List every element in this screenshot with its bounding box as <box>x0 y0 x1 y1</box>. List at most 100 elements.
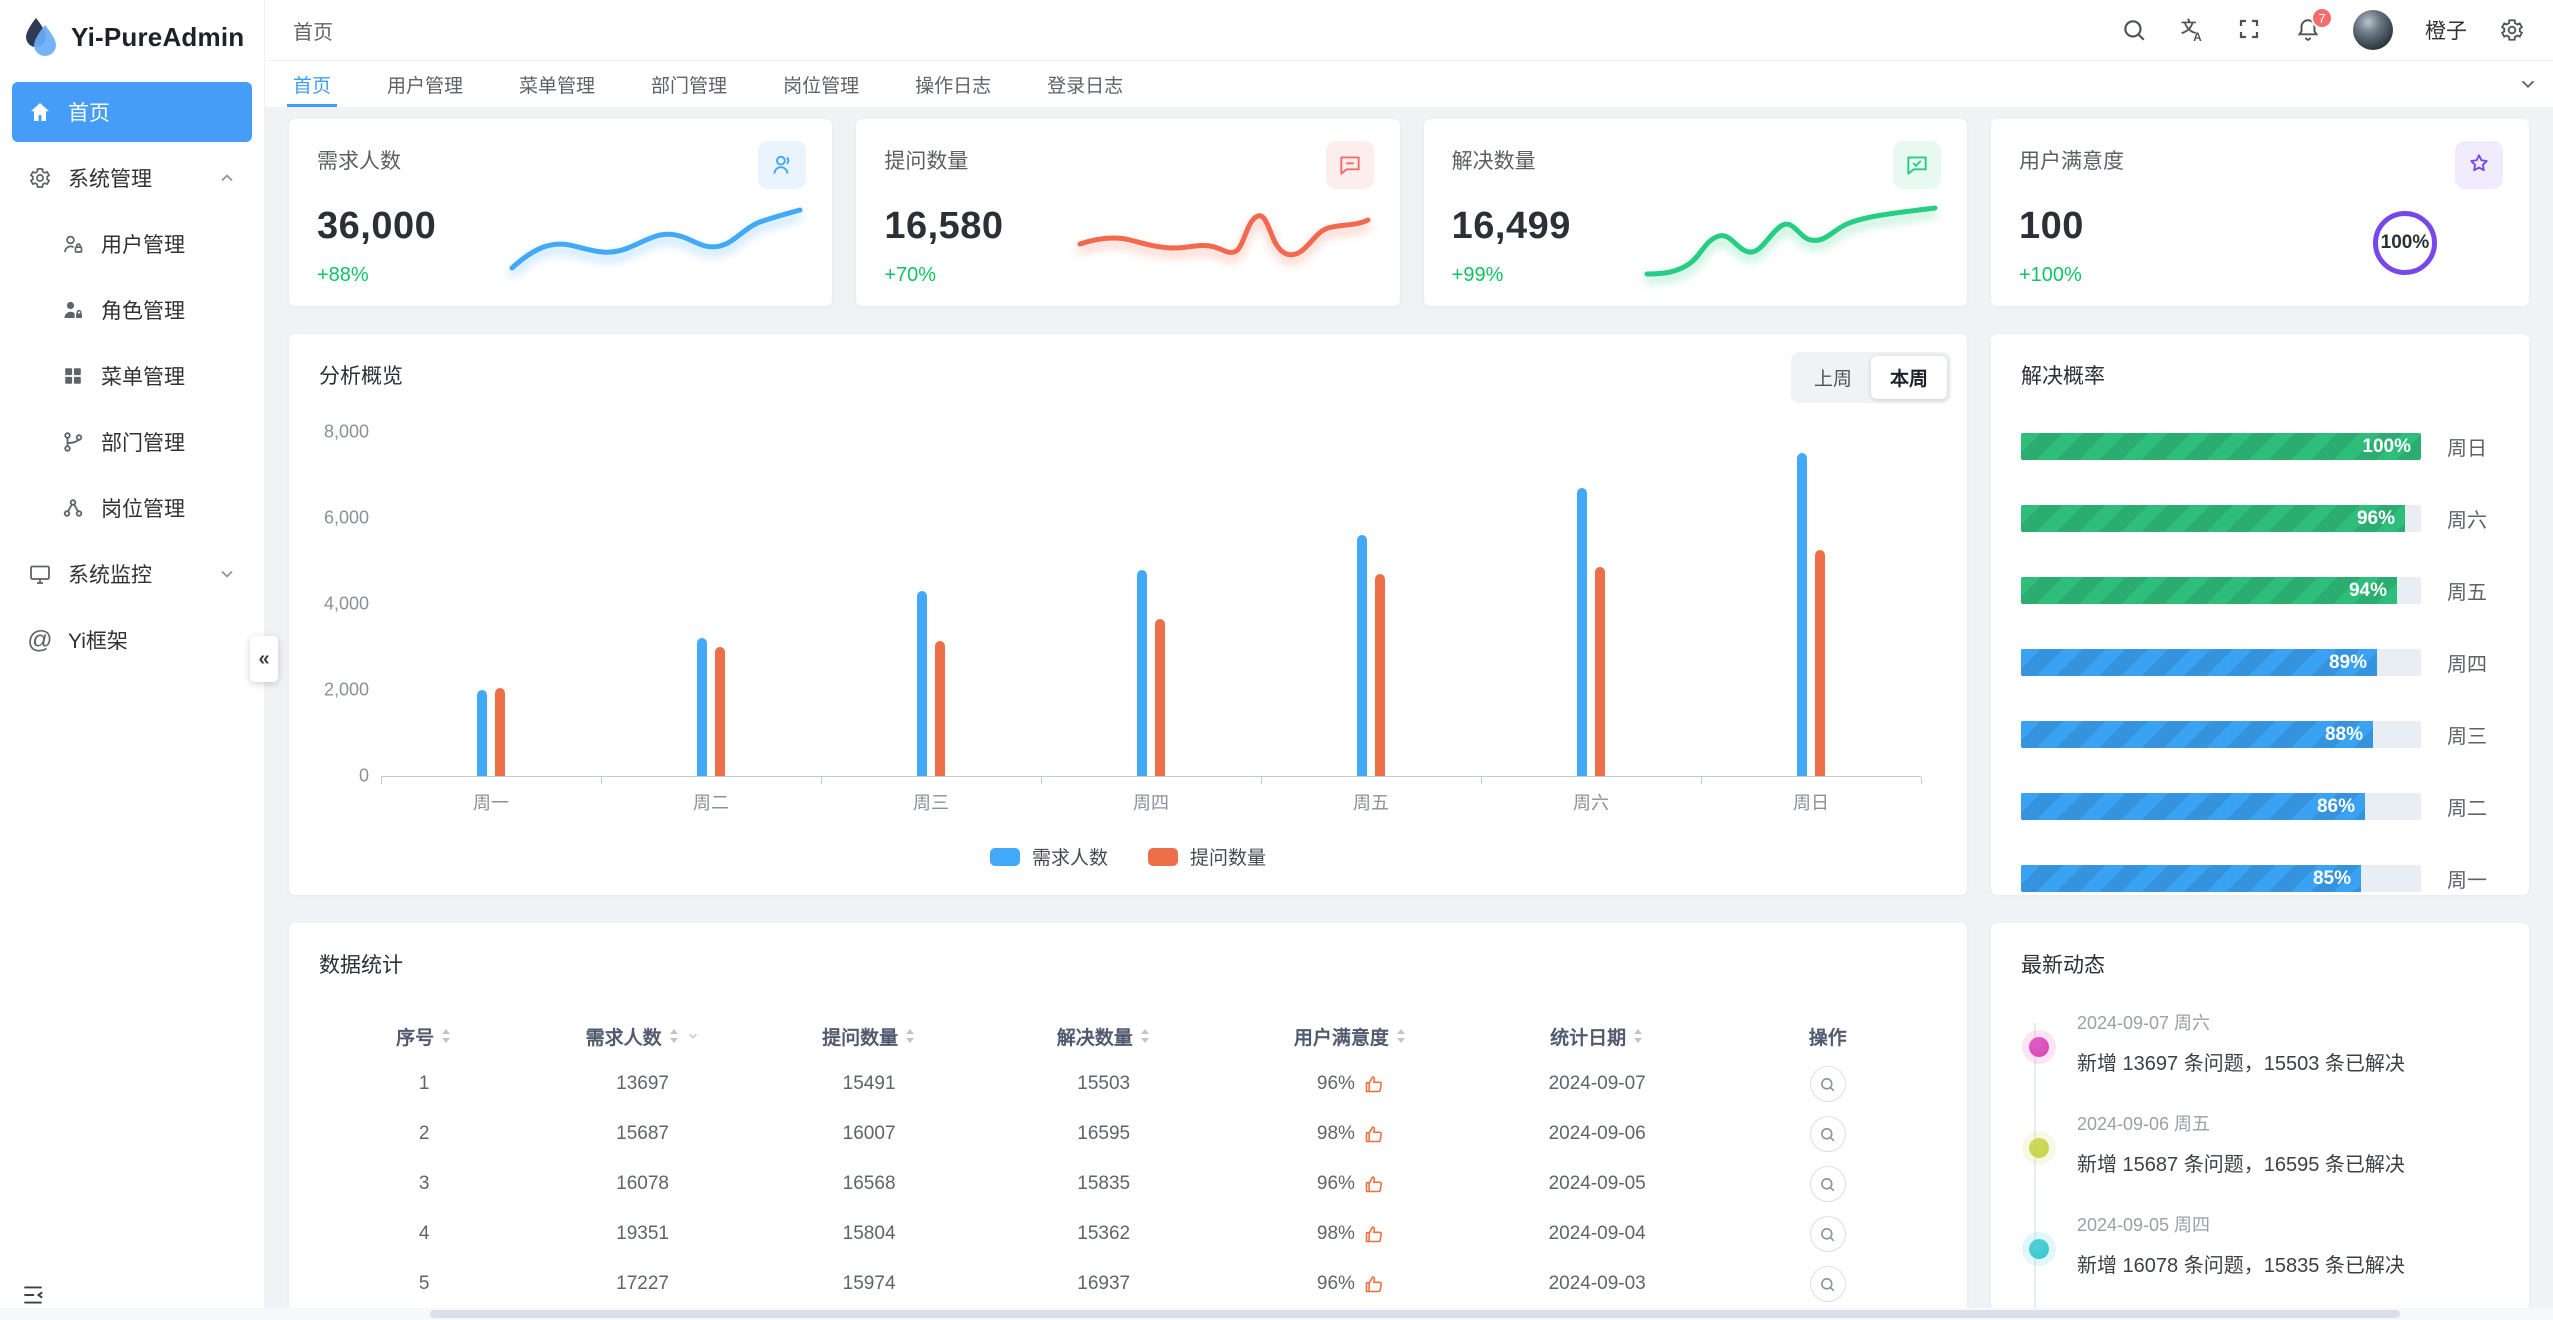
table-cell-solved: 16595 <box>1077 1123 1131 1144</box>
sidebar-item-menu-management[interactable]: 菜单管理 <box>12 346 252 406</box>
notification-bell-icon[interactable]: 7 <box>2295 7 2333 43</box>
tab-post-management[interactable]: 岗位管理 <box>783 75 860 97</box>
column-header-no[interactable]: 序号 <box>319 1013 529 1059</box>
table-row: 1 13697 15491 15503 96% 2024-09-07 <box>319 1059 1937 1109</box>
tab-user-management[interactable]: 用户管理 <box>387 75 464 97</box>
sidebar-item-department-management[interactable]: 部门管理 <box>12 412 252 472</box>
stat-title: 解决数量 <box>1451 150 1536 173</box>
sidebar-fold-icon[interactable] <box>20 1282 46 1308</box>
tabbar-chevron-down-icon[interactable] <box>2517 73 2539 95</box>
sidebar-menu: 首页 系统管理 用户管理 角色管理 菜单管 <box>0 74 264 670</box>
share-nodes-icon <box>60 495 86 521</box>
legend-item-demand[interactable]: 需求人数 <box>989 843 1108 870</box>
chart-legend: 需求人数 提问数量 <box>319 843 1937 870</box>
table-cell-question: 15974 <box>842 1273 896 1294</box>
bar-category-group <box>1701 432 1921 776</box>
sidebar-item-role-management[interactable]: 角色管理 <box>12 280 252 340</box>
avatar[interactable] <box>2353 10 2393 50</box>
progress-percent-label: 86% <box>2316 795 2355 817</box>
stat-title: 用户满意度 <box>2018 150 2124 173</box>
tab-bar: 首页 用户管理 菜单管理 部门管理 岗位管理 操作日志 登录日志 <box>265 60 2553 107</box>
progress-day-label: 周三 <box>2446 726 2487 748</box>
bar-需求人数 <box>1577 488 1587 776</box>
sort-caret-icon[interactable] <box>1395 1027 1407 1045</box>
sidebar-item-system-management[interactable]: 系统管理 <box>12 148 252 208</box>
table-cell-no: 5 <box>418 1273 430 1294</box>
tab-login-log[interactable]: 登录日志 <box>1047 75 1124 97</box>
column-header-solved[interactable]: 解决数量 <box>982 1013 1225 1059</box>
progress-fill: 100% <box>2020 433 2421 460</box>
scrollbar-thumb[interactable] <box>430 1310 2400 1318</box>
table-cell-date: 2024-09-04 <box>1548 1223 1646 1244</box>
sort-caret-icon[interactable] <box>1139 1027 1151 1045</box>
settings-gear-icon[interactable] <box>2499 17 2525 43</box>
x-axis-tick <box>1700 777 1702 784</box>
view-detail-button[interactable] <box>1809 1066 1846 1102</box>
table-header-row: 序号 需求人数 提问数量 解决数量 用户满意度 统计日期 操作 <box>319 1013 1937 1059</box>
view-detail-button[interactable] <box>1809 1116 1846 1152</box>
toggle-last-week[interactable]: 上周 <box>1813 369 1852 390</box>
chat-bubble-icon <box>1325 141 1374 189</box>
progress-fill: 85% <box>2020 865 2361 892</box>
sidebar-item-yi-framework[interactable]: @ Yi框架 <box>12 610 252 670</box>
progress-track: 86% <box>2020 793 2421 820</box>
sort-caret-icon[interactable] <box>904 1027 916 1045</box>
x-tick-label: 周一 <box>473 793 509 813</box>
view-detail-button[interactable] <box>1809 1166 1846 1202</box>
sidebar-collapse-handle[interactable]: « <box>250 636 278 682</box>
sort-caret-icon[interactable] <box>668 1027 680 1045</box>
filter-chevron-icon[interactable] <box>686 1029 700 1043</box>
horizontal-scrollbar[interactable] <box>0 1308 2553 1320</box>
column-header-demand[interactable]: 需求人数 <box>529 1013 756 1059</box>
sidebar-item-label: 岗位管理 <box>101 498 185 521</box>
username: 橙子 <box>2425 20 2467 43</box>
progress-day-label: 周五 <box>2446 582 2487 604</box>
bar-需求人数 <box>477 690 487 776</box>
fullscreen-icon[interactable] <box>2237 17 2263 43</box>
timeline-date: 2024-09-07 周六 <box>2076 1013 2211 1033</box>
table-cell-question: 16007 <box>842 1123 896 1144</box>
column-header-questions[interactable]: 提问数量 <box>756 1013 983 1059</box>
table-cell-satisfaction: 98% <box>1225 1209 1476 1259</box>
timeline-title: 最新动态 <box>2020 954 2105 977</box>
sidebar-item-user-management[interactable]: 用户管理 <box>12 214 252 274</box>
toggle-this-week[interactable]: 本周 <box>1870 356 1947 399</box>
sidebar-item-home[interactable]: 首页 <box>12 82 252 142</box>
sort-caret-icon[interactable] <box>440 1027 452 1045</box>
data-statistics-panel: 数据统计 序号 需求人数 提问数量 解决数量 用户满意度 统计日期 操作 1 13… <box>289 923 1967 1320</box>
column-header-satisfaction[interactable]: 用户满意度 <box>1225 1013 1476 1059</box>
timeline-dot <box>2028 1239 2049 1259</box>
stat-value: 16,580 <box>884 205 1004 247</box>
search-icon[interactable] <box>2121 17 2147 43</box>
view-detail-button[interactable] <box>1809 1266 1846 1302</box>
x-tick-label: 周四 <box>1133 793 1169 813</box>
bar-需求人数 <box>1357 535 1367 776</box>
legend-item-questions[interactable]: 提问数量 <box>1147 843 1266 870</box>
tab-menu-management[interactable]: 菜单管理 <box>519 75 596 97</box>
legend-swatch <box>989 847 1020 866</box>
sort-caret-icon[interactable] <box>1632 1027 1644 1045</box>
tab-home[interactable]: 首页 <box>286 61 338 107</box>
bar-category-group <box>1261 432 1481 776</box>
x-axis-tick <box>1480 777 1482 784</box>
sidebar-item-system-monitor[interactable]: 系统监控 <box>12 544 252 604</box>
progress-fill: 89% <box>2020 649 2377 676</box>
thumb-up-icon <box>1363 1224 1384 1245</box>
tab-department-management[interactable]: 部门管理 <box>651 75 728 97</box>
stat-title: 提问数量 <box>884 150 969 173</box>
breadcrumb[interactable]: 首页 <box>293 21 333 44</box>
progress-percent-label: 100% <box>2362 435 2411 457</box>
table-cell-actions <box>1719 1159 1937 1209</box>
probability-row: 89% 周四 <box>2020 648 2499 677</box>
bar-chart: 8,000 6,000 4,000 2,000 0 周一 周二 周三 周四 周五 周六 周日 <box>319 422 1937 815</box>
tab-operation-log[interactable]: 操作日志 <box>915 75 992 97</box>
column-header-date[interactable]: 统计日期 <box>1476 1013 1719 1059</box>
progress-track: 100% <box>2020 433 2421 460</box>
sidebar-item-post-management[interactable]: 岗位管理 <box>12 478 252 538</box>
x-axis-tick <box>1260 777 1262 784</box>
stat-card-solved: 解决数量 16,499 +99% <box>1423 119 1967 306</box>
stat-card-questions: 提问数量 16,580 +70% <box>856 119 1400 306</box>
view-detail-button[interactable] <box>1809 1216 1846 1252</box>
